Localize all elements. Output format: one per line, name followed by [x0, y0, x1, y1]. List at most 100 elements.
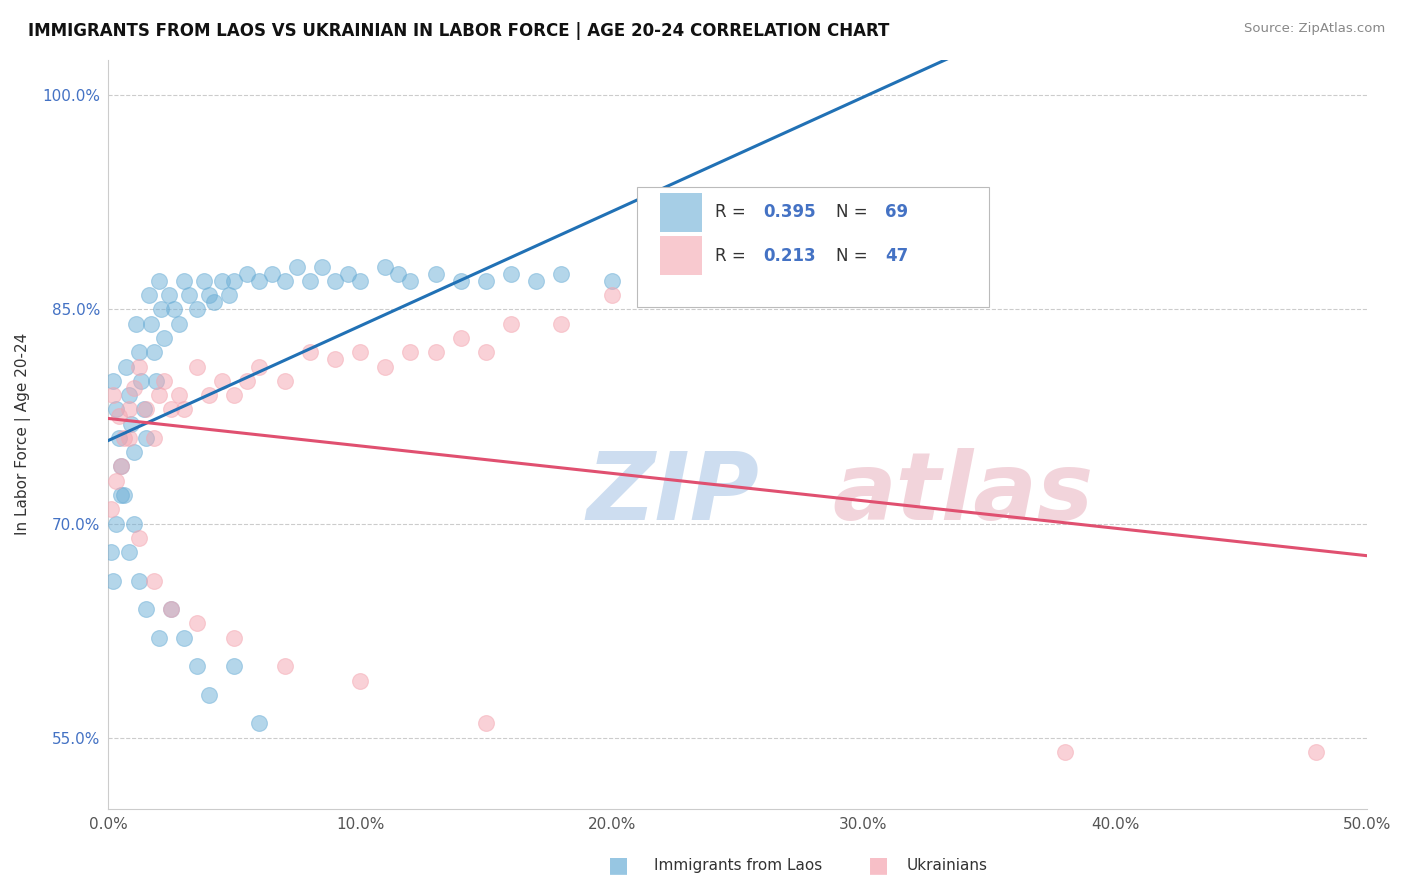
Point	[501, 317, 523, 331]
Point	[311, 260, 333, 274]
Point	[112, 488, 135, 502]
Point	[125, 317, 148, 331]
Y-axis label: In Labor Force | Age 20-24: In Labor Force | Age 20-24	[15, 334, 31, 535]
Point	[173, 631, 195, 645]
Point	[148, 631, 170, 645]
Point	[349, 274, 371, 288]
Point	[475, 716, 498, 731]
Text: Immigrants from Laos: Immigrants from Laos	[654, 858, 823, 872]
Text: Source: ZipAtlas.com: Source: ZipAtlas.com	[1244, 22, 1385, 36]
Point	[107, 431, 129, 445]
Text: ■: ■	[609, 855, 628, 875]
Text: R =: R =	[716, 247, 751, 265]
Point	[142, 345, 165, 359]
Text: 0.395: 0.395	[763, 203, 815, 221]
Text: 47: 47	[884, 247, 908, 265]
Text: N =: N =	[835, 203, 873, 221]
Point	[104, 516, 127, 531]
Point	[129, 374, 152, 388]
Point	[150, 302, 173, 317]
Point	[236, 374, 259, 388]
Point	[173, 274, 195, 288]
Point	[157, 288, 180, 302]
Point	[218, 288, 240, 302]
Point	[141, 317, 163, 331]
Point	[285, 260, 308, 274]
Point	[202, 295, 225, 310]
Text: atlas: atlas	[832, 449, 1094, 541]
Point	[163, 302, 186, 317]
Point	[224, 388, 246, 402]
Point	[249, 359, 271, 374]
Point	[186, 359, 208, 374]
Text: Ukrainians: Ukrainians	[907, 858, 988, 872]
Point	[104, 402, 127, 417]
Point	[260, 267, 283, 281]
Point	[117, 431, 139, 445]
Point	[167, 388, 190, 402]
Point	[122, 516, 145, 531]
Point	[103, 374, 125, 388]
Point	[167, 317, 190, 331]
Point	[374, 260, 396, 274]
Point	[100, 502, 122, 516]
Point	[160, 602, 183, 616]
Point	[128, 574, 150, 588]
Point	[450, 331, 472, 345]
Point	[103, 388, 125, 402]
Point	[177, 288, 200, 302]
Point	[110, 459, 132, 474]
Text: 69: 69	[884, 203, 908, 221]
Point	[550, 267, 572, 281]
Point	[153, 331, 176, 345]
Point	[128, 531, 150, 545]
Point	[103, 574, 125, 588]
Point	[117, 388, 139, 402]
Point	[425, 345, 447, 359]
Text: N =: N =	[835, 247, 873, 265]
Point	[249, 716, 271, 731]
Point	[115, 359, 138, 374]
Point	[135, 431, 157, 445]
Point	[425, 267, 447, 281]
Point	[193, 274, 215, 288]
Point	[135, 602, 157, 616]
Point	[153, 374, 176, 388]
Point	[186, 659, 208, 673]
Point	[323, 352, 346, 367]
Point	[132, 402, 155, 417]
Point	[107, 409, 129, 424]
Text: ■: ■	[869, 855, 889, 875]
Point	[173, 402, 195, 417]
Point	[142, 431, 165, 445]
Point	[450, 274, 472, 288]
Point	[600, 288, 623, 302]
Point	[336, 267, 359, 281]
Point	[198, 388, 221, 402]
Point	[198, 688, 221, 702]
Point	[349, 345, 371, 359]
Point	[727, 274, 749, 288]
Point	[110, 488, 132, 502]
Point	[224, 631, 246, 645]
Point	[138, 288, 160, 302]
Point	[651, 288, 673, 302]
Point	[142, 574, 165, 588]
Point	[186, 302, 208, 317]
FancyBboxPatch shape	[659, 193, 703, 232]
Point	[524, 274, 547, 288]
Point	[1305, 745, 1327, 759]
Point	[236, 267, 259, 281]
Point	[600, 274, 623, 288]
Point	[501, 267, 523, 281]
Point	[323, 274, 346, 288]
Point	[475, 345, 498, 359]
Point	[128, 359, 150, 374]
Point	[349, 673, 371, 688]
Point	[475, 274, 498, 288]
Point	[110, 459, 132, 474]
Point	[273, 659, 295, 673]
Point	[117, 402, 139, 417]
Point	[122, 381, 145, 395]
FancyBboxPatch shape	[659, 235, 703, 275]
